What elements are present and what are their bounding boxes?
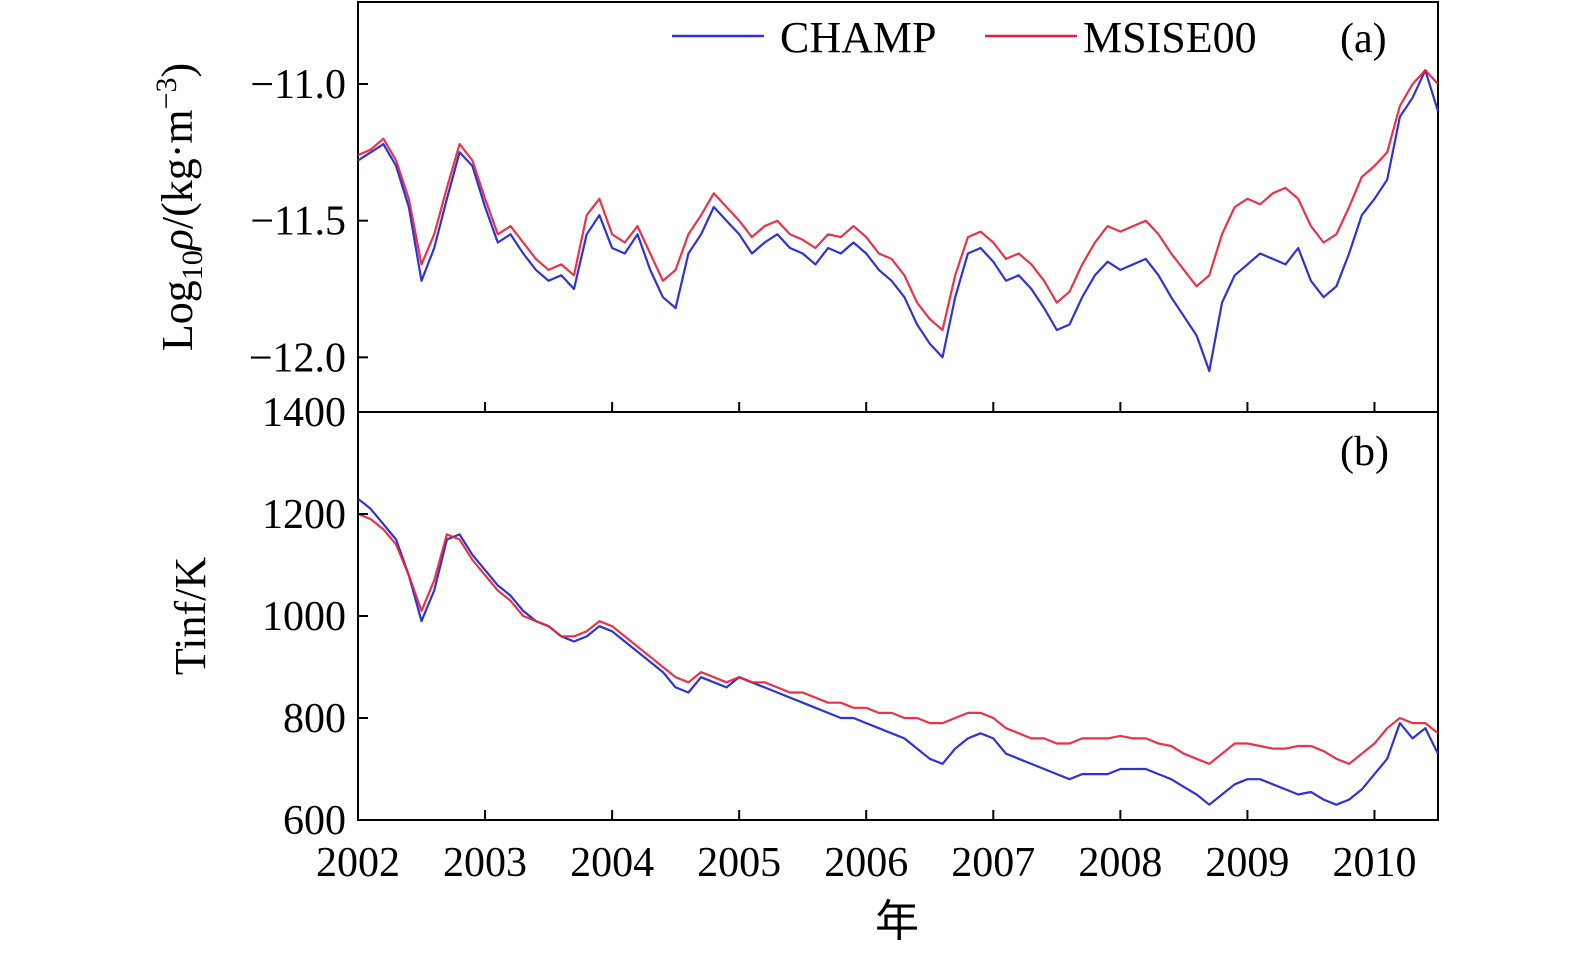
x-tick-label: 2010 — [1332, 840, 1416, 886]
panel-a-frame — [357, 1, 1439, 413]
panel-a-tag: (a) — [1340, 16, 1387, 62]
x-tick-label: 2005 — [697, 840, 781, 886]
panel-b-frame — [357, 411, 1439, 821]
series-line-a-msise00 — [357, 69, 1439, 332]
series-line-a-champ — [357, 69, 1440, 373]
x-tick-label: 2007 — [951, 840, 1035, 886]
panel-b-y-ticks: 600 800 1000 1200 1400 — [262, 390, 368, 844]
panel-a-series — [357, 69, 1440, 373]
x-tick-label: 2006 — [824, 840, 908, 886]
y-tick-label-b: 1400 — [262, 390, 346, 436]
panel-a-ylabel: Log10ρ/(kg·m−3) — [150, 63, 209, 351]
series-line-b-msise00 — [357, 512, 1439, 766]
series-line-b-champ — [357, 497, 1439, 806]
panel-a-y-ticks: −11.0 −11.5 −12.0 — [249, 62, 368, 381]
y-tick-label-a: −11.5 — [250, 199, 346, 245]
y-tick-label-a: −12.0 — [249, 335, 346, 381]
x-tick-label: 2002 — [316, 840, 400, 886]
y-tick-label-a: −11.0 — [250, 62, 346, 108]
x-tick-label: 2008 — [1078, 840, 1162, 886]
panel-a-x-ticks — [357, 402, 1376, 412]
y-tick-label-b: 800 — [283, 696, 346, 742]
panel-b-tag: (b) — [1340, 429, 1389, 475]
y-tick-label-b: 1000 — [262, 594, 346, 640]
x-tick-label: 2003 — [443, 840, 527, 886]
panel-b-x-ticks: 2002 2003 2004 2005 2006 2007 2008 2009 2010 — [316, 810, 1416, 886]
panel-b-ylabel: Tinf/K — [166, 557, 215, 675]
panel-a: −11.0 −11.5 −12.0 CHAMP MSISE00 (a) Log10ρ… — [150, 1, 1440, 413]
legend-label-msise00: MSISE00 — [1083, 13, 1257, 62]
panel-b-series — [357, 497, 1439, 806]
x-tick-label: 2004 — [570, 840, 654, 886]
y-tick-label-b: 1200 — [262, 492, 346, 538]
legend-label-champ: CHAMP — [780, 13, 937, 62]
y-tick-label-b: 600 — [283, 798, 346, 844]
x-axis-label: 年 — [875, 896, 919, 947]
legend: CHAMP MSISE00 — [672, 13, 1257, 62]
x-tick-label: 2009 — [1205, 840, 1289, 886]
